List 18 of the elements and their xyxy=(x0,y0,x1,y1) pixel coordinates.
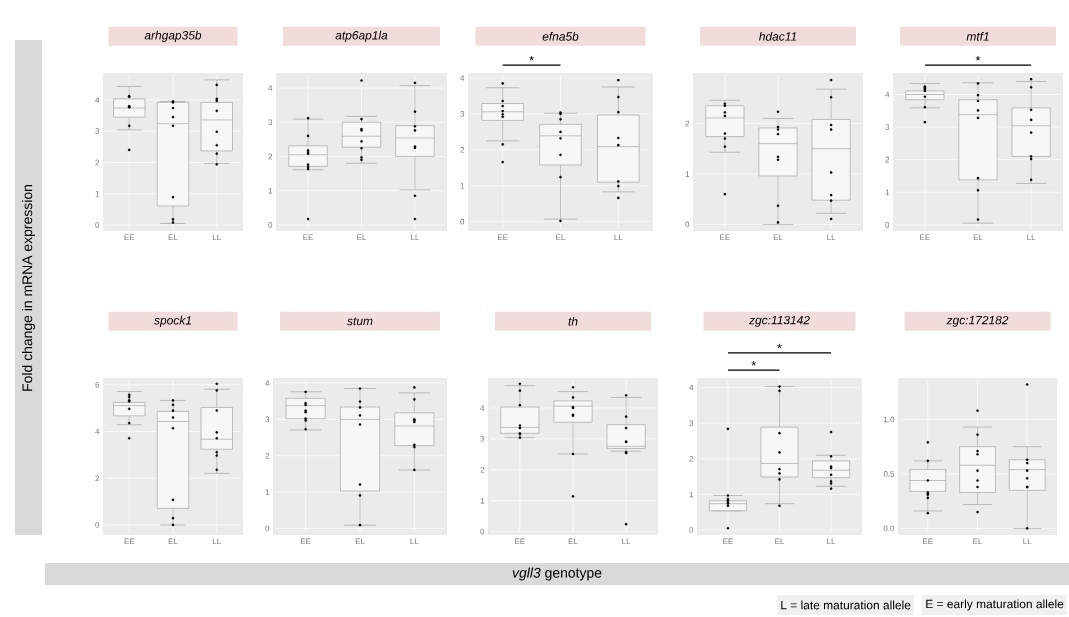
text: * xyxy=(529,55,534,61)
chart-title: hdac11 xyxy=(759,31,797,41)
chart-title: spock1 xyxy=(154,315,191,327)
text: E = early maturation allele xyxy=(926,599,1064,611)
y-axis-title: Fold change in mRNA expression xyxy=(22,185,35,391)
chart-title: mtf1 xyxy=(966,31,989,41)
text: vgll3 genotype xyxy=(512,567,602,581)
text: L = late maturation allele xyxy=(781,600,911,610)
chart-title: arhgap35b xyxy=(144,30,202,42)
chart-title: zgc:113142 xyxy=(748,315,810,327)
chart-title: stum xyxy=(347,317,373,326)
chart-title: th xyxy=(568,316,578,326)
text: * xyxy=(751,361,757,366)
text: * xyxy=(777,343,782,349)
chart-title: efna5b xyxy=(542,31,579,41)
chart-title: zgc:172182 xyxy=(946,315,1009,327)
chart-title: atp6ap1la xyxy=(335,30,388,42)
text: * xyxy=(975,55,981,61)
